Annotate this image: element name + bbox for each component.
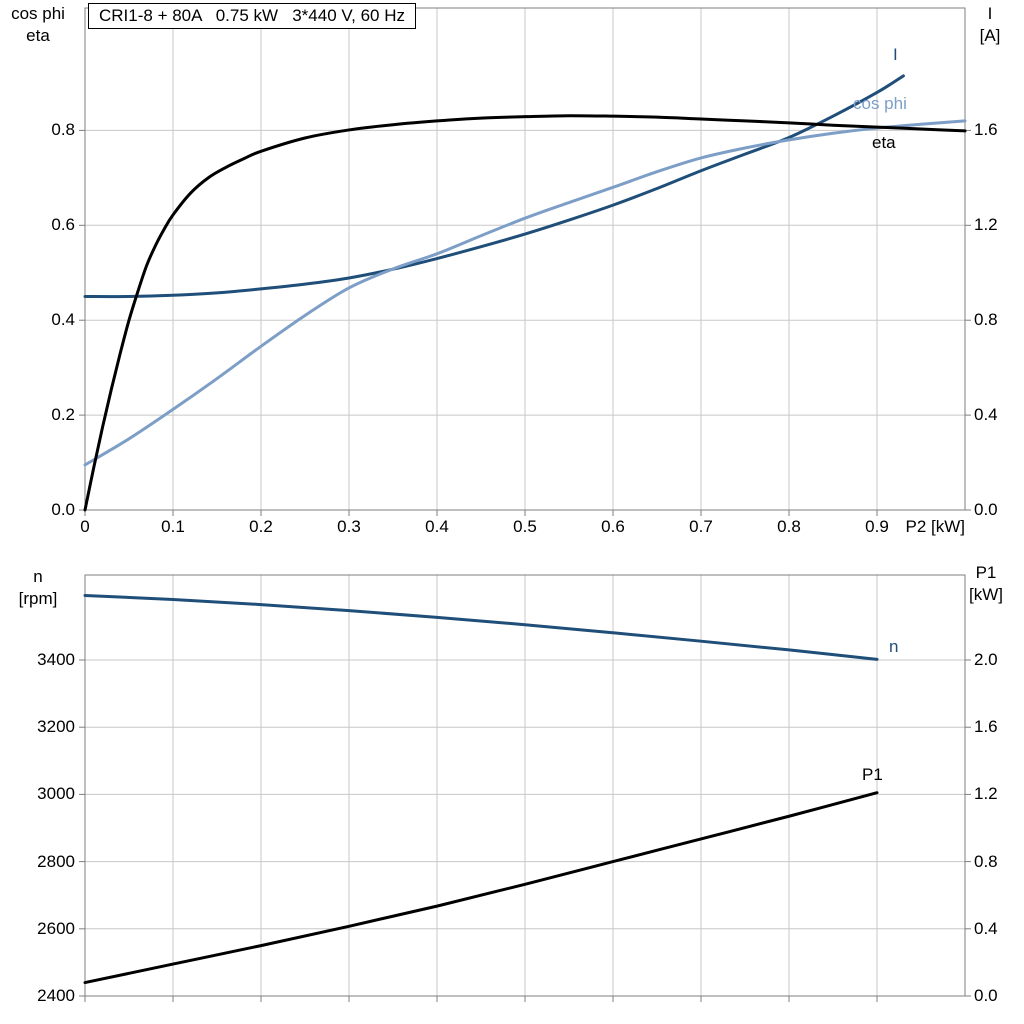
right-tick-label: 0.0	[974, 986, 998, 1005]
axis-title-p1-unit: [kW]	[969, 585, 1003, 604]
left-tick-label: 0.2	[51, 405, 75, 425]
left-tick-label: 3200	[37, 717, 75, 737]
curve-eta	[83, 114, 967, 512]
bottom-chart-left-axis-title: n [rpm]	[2, 566, 74, 610]
left-tick-label: 3400	[37, 650, 75, 669]
curve-label-eta: eta	[872, 133, 896, 152]
left-tick-label: 3000	[37, 784, 75, 804]
right-tick-label: 1.2	[974, 215, 998, 235]
axis-title-eta: eta	[26, 26, 50, 45]
x-tick-label: 0.1	[161, 517, 185, 536]
left-tick-label: 0.6	[51, 215, 75, 235]
x-tick-label: 0.7	[689, 517, 713, 536]
axis-title-speed-unit: [rpm]	[18, 589, 58, 608]
axis-title-current: I	[987, 4, 993, 23]
x-tick-label: 0.3	[337, 517, 361, 536]
axis-title-p1: P1	[975, 563, 997, 582]
left-tick-label: 0.4	[51, 310, 75, 330]
axis-title-current-unit: [A]	[979, 26, 1001, 45]
x-tick-label: 0.6	[601, 517, 625, 536]
right-tick-label: 1.2	[974, 784, 998, 804]
x-axis-label: P2 [kW]	[905, 517, 965, 536]
curve-label-speed: n	[889, 637, 899, 656]
left-tick-label: 0.8	[51, 120, 75, 140]
axis-title-speed: n	[33, 567, 43, 586]
right-tick-label: 0.8	[974, 851, 998, 871]
x-tick-label: 0.5	[513, 517, 537, 536]
x-tick-label: 0.8	[777, 517, 801, 536]
right-tick-label: 1.6	[974, 120, 998, 140]
curve-cos-phi	[83, 119, 967, 467]
x-tick-label: 0.4	[425, 517, 449, 536]
right-tick-label: 0.4	[974, 918, 998, 938]
top-chart-left-axis-title: cos phi eta	[2, 3, 74, 47]
curve-label-p1: P1	[862, 765, 883, 784]
curve-label-cos-phi: cos phi	[853, 94, 907, 113]
left-tick-label: 0.0	[51, 500, 75, 519]
right-tick-label: 0.4	[974, 405, 998, 425]
right-tick-label: 1.6	[974, 717, 998, 737]
left-tick-label: 2800	[37, 851, 75, 871]
right-tick-label: 0.0	[974, 500, 998, 519]
left-tick-label: 2600	[37, 918, 75, 938]
bottom-chart-right-axis-title: P1 [kW]	[954, 562, 1018, 606]
left-tick-label: 2400	[37, 986, 75, 1005]
right-tick-label: 0.8	[974, 310, 998, 330]
curve-n	[83, 593, 879, 661]
top-chart-right-axis-title: I [A]	[960, 3, 1020, 47]
curve-p1	[83, 791, 879, 985]
chart-title-box: CRI1-8 + 80A 0.75 kW 3*440 V, 60 Hz	[88, 3, 417, 29]
right-tick-label: 2.0	[974, 650, 998, 669]
x-tick-label: 0.9	[865, 517, 889, 536]
x-tick-label: 0	[80, 517, 90, 536]
x-tick-label: 0.2	[249, 517, 273, 536]
axis-title-cos-phi: cos phi	[11, 4, 65, 23]
curve-label-current: I	[893, 45, 898, 64]
